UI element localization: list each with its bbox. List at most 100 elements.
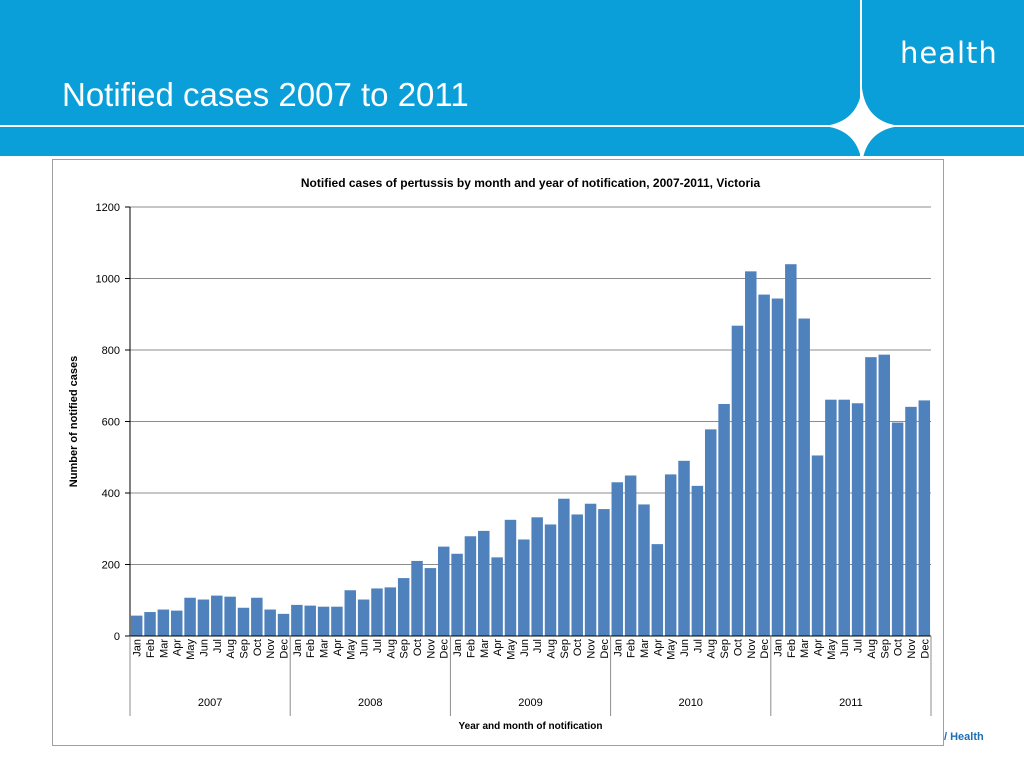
bar <box>197 599 210 636</box>
bar <box>437 546 450 636</box>
x-tick-label: Apr <box>813 639 825 656</box>
x-tick-label: Oct <box>572 639 584 656</box>
x-tick-label: Nov <box>425 639 437 659</box>
x-tick-label: Dec <box>279 639 291 659</box>
bar <box>170 610 183 636</box>
bar <box>731 325 744 636</box>
banner-vertical-line <box>860 0 862 156</box>
slide-title: Notified cases 2007 to 2011 <box>62 76 469 113</box>
x-tick-label: May <box>666 639 678 660</box>
pertussis-bar-chart: Notified cases of pertussis by month and… <box>68 176 932 732</box>
x-tick-label: Apr <box>492 639 504 656</box>
x-tick-label: Feb <box>786 639 798 658</box>
x-tick-label: Oct <box>252 639 264 656</box>
x-year-label: 2008 <box>358 697 382 709</box>
bar <box>451 553 463 636</box>
x-year-label: 2007 <box>198 697 222 709</box>
x-tick-label: May <box>185 639 197 660</box>
x-tick-label: Jan <box>132 639 144 657</box>
x-tick-label: Oct <box>732 639 744 656</box>
bar <box>371 588 383 636</box>
bar <box>624 475 637 636</box>
footer-brand: / Health <box>944 731 984 743</box>
bar <box>464 536 477 636</box>
x-tick-label: May <box>345 639 357 660</box>
x-tick-label: Dec <box>599 639 611 659</box>
bar <box>357 599 370 636</box>
x-tick-label: Dec <box>919 639 931 659</box>
bar <box>397 578 410 636</box>
bar <box>785 264 797 636</box>
chart-container: Notified cases of pertussis by month and… <box>52 159 944 746</box>
x-tick-label: Mar <box>639 639 651 658</box>
x-tick-label: Jul <box>692 639 704 653</box>
bar <box>704 429 717 636</box>
bar <box>691 485 704 636</box>
x-tick-label: Mar <box>479 639 491 658</box>
bar <box>264 609 276 636</box>
y-tick-label: 400 <box>102 488 120 500</box>
bar <box>678 460 690 636</box>
x-tick-label: Sep <box>238 639 250 659</box>
x-tick-label: Oct <box>412 639 424 656</box>
bar <box>865 357 877 636</box>
bar <box>811 455 824 636</box>
bar <box>277 613 290 636</box>
x-tick-label: Feb <box>145 639 157 658</box>
bar <box>130 615 143 636</box>
bar <box>478 530 490 636</box>
sparkle-icon <box>824 88 900 164</box>
x-tick-label: Jun <box>519 639 531 657</box>
bar <box>344 590 357 636</box>
x-tick-label: Jul <box>532 639 544 653</box>
x-tick-label: Nov <box>906 639 918 659</box>
brand-logo-text: health <box>900 36 998 70</box>
bar <box>584 503 597 636</box>
x-tick-label: Nov <box>265 639 277 659</box>
x-tick-label: Feb <box>626 639 638 658</box>
x-tick-label: Jan <box>772 639 784 657</box>
bar <box>558 498 570 636</box>
bar <box>211 595 223 636</box>
y-axis-label: Number of notified cases <box>68 356 80 487</box>
x-year-label: 2011 <box>839 697 863 709</box>
bar <box>291 604 303 636</box>
bar <box>571 514 583 636</box>
bar <box>825 399 837 636</box>
x-tick-label: May <box>826 639 838 660</box>
x-tick-label: Sep <box>719 639 731 659</box>
bar <box>905 406 917 636</box>
y-tick-label: 600 <box>102 417 120 429</box>
y-tick-label: 200 <box>102 560 120 572</box>
bar <box>504 519 517 636</box>
bar <box>664 474 677 636</box>
x-tick-label: Apr <box>652 639 664 656</box>
bar <box>891 422 904 636</box>
x-tick-label: Jun <box>359 639 371 657</box>
x-tick-label: Jun <box>839 639 851 657</box>
x-tick-label: Jul <box>372 639 384 653</box>
x-tick-label: Feb <box>465 639 477 658</box>
bar <box>157 609 170 636</box>
x-tick-label: Jul <box>212 639 224 653</box>
x-year-label: 2009 <box>518 697 542 709</box>
bar <box>651 544 664 636</box>
x-tick-label: Dec <box>759 639 771 659</box>
bar <box>237 607 250 636</box>
bar <box>851 403 864 636</box>
bar <box>424 568 437 636</box>
bar <box>251 597 263 636</box>
banner-divider <box>0 125 1024 127</box>
x-tick-label: Aug <box>225 639 237 659</box>
bar <box>144 612 156 636</box>
x-tick-label: Oct <box>893 639 905 656</box>
bar <box>718 403 730 636</box>
y-tick-label: 1000 <box>96 274 120 286</box>
x-tick-label: Mar <box>799 639 811 658</box>
x-tick-label: Aug <box>385 639 397 659</box>
x-tick-label: Jul <box>853 639 865 653</box>
bar <box>798 318 810 636</box>
x-tick-label: May <box>505 639 517 660</box>
chart-title: Notified cases of pertussis by month and… <box>301 176 761 190</box>
x-tick-label: Apr <box>172 639 184 656</box>
